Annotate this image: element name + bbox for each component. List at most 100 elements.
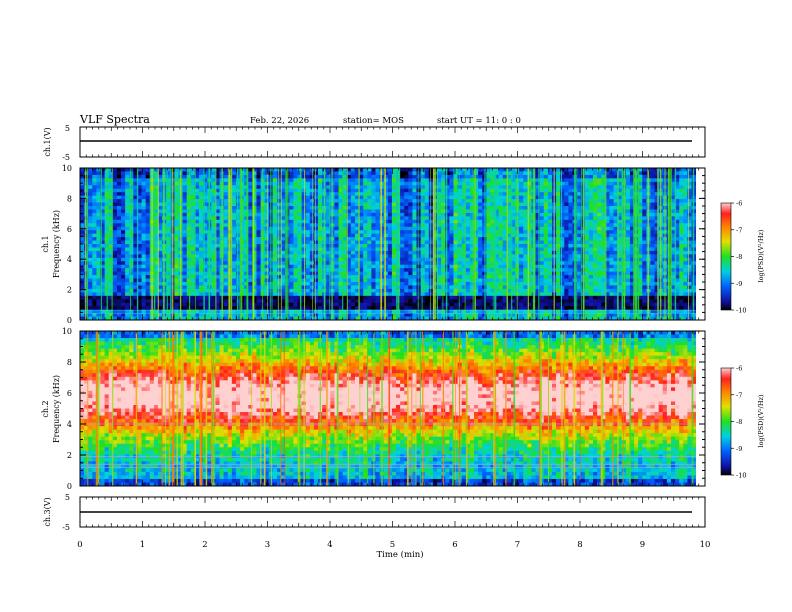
spectrogram-cell (453, 240, 458, 245)
spectrogram-cell (383, 282, 389, 286)
spectrogram-cell (416, 212, 422, 217)
spectrogram-cell (108, 275, 114, 279)
spectrogram-cell (199, 240, 204, 245)
spectrogram-cell (519, 202, 524, 207)
spectrogram-cell (231, 268, 237, 273)
spectrogram-cell (449, 171, 454, 176)
spectrogram-cell (289, 174, 294, 179)
spectrogram-cell (92, 202, 97, 207)
spectrogram-cell (449, 306, 454, 311)
spectrogram-cell (297, 282, 303, 286)
spectrogram-cell (334, 212, 339, 217)
spectrogram-cell (186, 316, 192, 320)
spectrogram-cell (153, 192, 159, 197)
spectrogram-cell (277, 278, 282, 283)
spectrogram-cell (334, 316, 339, 320)
spectrogram-cell (400, 288, 405, 293)
spectrogram-cell (199, 223, 204, 228)
spectrogram-cell (490, 171, 495, 176)
spectrogram-cell (186, 247, 192, 252)
spectrogram-cell (445, 306, 450, 311)
spectrogram-cell (486, 171, 491, 176)
spectrogram-cell (371, 254, 376, 259)
spectrogram-cell (535, 188, 541, 193)
spectrogram-cell (367, 264, 372, 269)
spectrogram-cell (498, 306, 504, 311)
spectrogram-cell (223, 244, 229, 248)
spectrogram-cell (121, 195, 126, 200)
spectrogram-cell (461, 206, 467, 210)
spectrogram-cell (474, 212, 479, 217)
spectrogram-cell (539, 209, 545, 214)
spectrogram-cell (363, 199, 368, 203)
spectrogram-cell (408, 223, 413, 228)
spectrogram-cell (80, 299, 85, 304)
spectrogram-cell (121, 219, 126, 224)
spectrogram-cell (252, 261, 257, 266)
spectrogram-cell (305, 195, 311, 200)
spectrogram-cell (363, 278, 368, 283)
spectrogram-cell (157, 244, 163, 248)
spectrogram-cell (391, 309, 397, 314)
spectrogram-cell (404, 240, 409, 245)
spectrogram-cell (256, 237, 261, 241)
spectrogram-cell (96, 174, 101, 179)
spectrogram-cell (309, 178, 315, 183)
spectrogram-cell (539, 240, 545, 245)
spectrogram-cell (523, 250, 528, 255)
spectrogram-cell (334, 202, 339, 207)
spectrogram-cell (305, 188, 311, 193)
spectrogram-cell (387, 275, 393, 279)
spectrogram-cell (469, 226, 475, 231)
spectrogram-cell (186, 261, 192, 266)
spectrogram-cell (535, 250, 541, 255)
spectrogram-cell (157, 168, 163, 172)
spectrogram-cell (334, 219, 339, 224)
spectrogram-cell (387, 171, 393, 176)
spectrogram-cell (281, 230, 286, 235)
spectrogram-cell (281, 202, 286, 207)
spectrogram-cell (338, 181, 344, 186)
spectrogram-cell (338, 226, 344, 231)
spectrogram-cell (203, 288, 208, 293)
spectrogram-cell (223, 309, 229, 314)
spectrogram-cell (502, 299, 508, 304)
spectrogram-cell (88, 185, 93, 190)
spectrogram-cell (80, 257, 85, 262)
spectrogram-cell (248, 185, 253, 190)
spectrogram-cell (453, 192, 458, 197)
spectrogram-cell (305, 244, 311, 248)
spectrogram-cell (80, 278, 85, 283)
spectrogram-cell (527, 192, 532, 197)
spectrogram-cell (108, 299, 114, 304)
spectrogram-cell (277, 216, 282, 221)
spectrogram-cell (309, 271, 315, 276)
spectrogram-cell (453, 275, 458, 279)
spectrogram-cell (277, 306, 282, 311)
spectrogram-cell (92, 178, 97, 183)
spectrogram-cell (527, 278, 532, 283)
spectrogram-cell (359, 209, 364, 214)
spectrogram-cell (387, 188, 393, 193)
spectrogram-cell (359, 257, 364, 262)
spectrogram-cell (474, 237, 479, 241)
spectrogram-cell (244, 288, 249, 293)
spectrogram-cell (215, 174, 220, 179)
spectrogram-cell (190, 257, 196, 262)
spectrogram-cell (371, 178, 376, 183)
spectrogram-cell (141, 309, 147, 314)
spectrogram-cell (465, 192, 471, 197)
spectrogram-cell (125, 237, 130, 241)
spectrogram-cell (539, 168, 545, 172)
spectrogram-cell (359, 264, 364, 269)
spectrogram-cell (461, 223, 467, 228)
spectrogram-cell (203, 299, 208, 304)
spectrogram-cell (527, 313, 532, 317)
spectrogram-cell (145, 219, 151, 224)
spectrogram-cell (457, 181, 463, 186)
spectrogram-cell (272, 192, 278, 197)
spectrogram-cell (309, 188, 315, 193)
spectrogram-cell (535, 185, 541, 190)
spectrogram-cell (506, 313, 512, 317)
spectrogram-cell (465, 316, 471, 320)
